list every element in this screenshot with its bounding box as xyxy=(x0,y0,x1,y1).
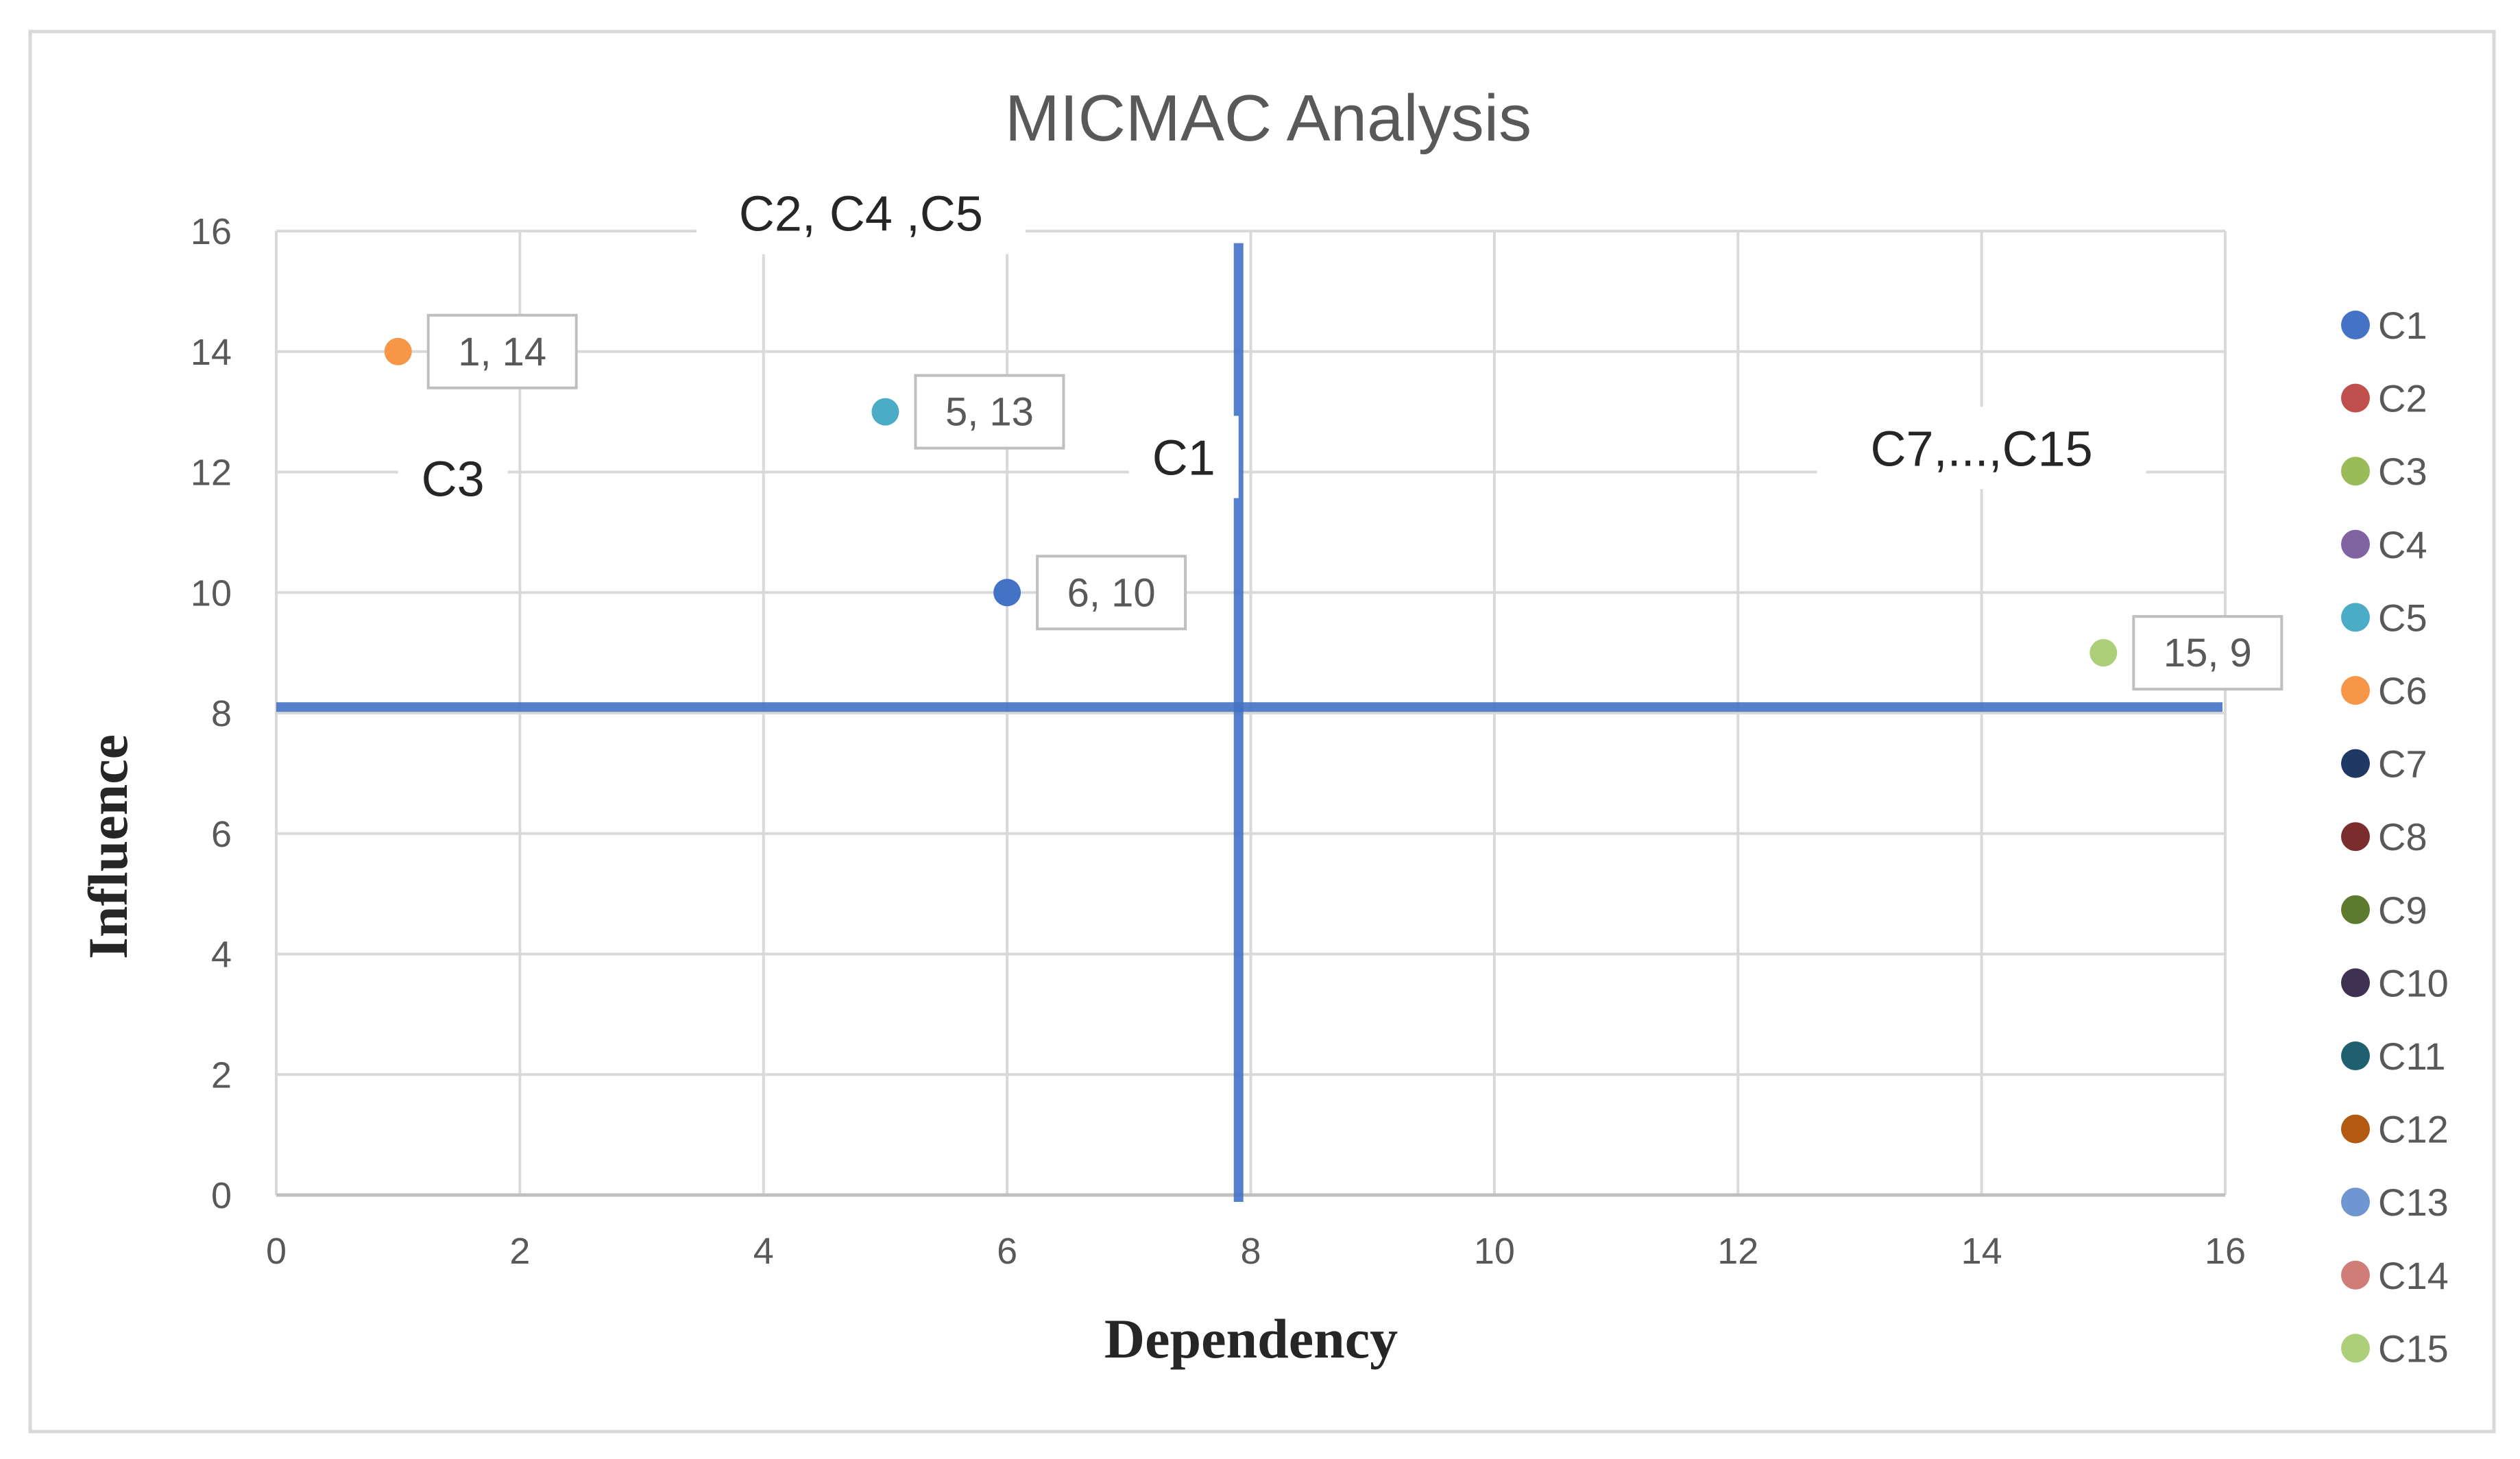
legend-marker-c9 xyxy=(2341,895,2370,924)
x-tick-label: 12 xyxy=(1717,1231,1758,1272)
data-label-box xyxy=(426,313,578,389)
quadrant-annotation: C7,...,C15 xyxy=(1871,422,2093,477)
y-tick-label: 12 xyxy=(191,453,232,494)
legend-label-c5: C5 xyxy=(2378,596,2427,639)
legend-marker-c6 xyxy=(2341,676,2370,705)
legend-label-c12: C12 xyxy=(2378,1108,2449,1151)
legend-marker-c5 xyxy=(2341,603,2370,632)
legend-marker-c14 xyxy=(2341,1260,2370,1290)
legend-marker-c2 xyxy=(2341,383,2370,413)
x-tick-label: 14 xyxy=(1961,1231,2002,1272)
legend-label-c8: C8 xyxy=(2378,815,2427,858)
x-axis-title: Dependency xyxy=(1104,1307,1398,1370)
legend-label-c2: C2 xyxy=(2378,377,2427,420)
annotation-layer: C2, C4 ,C5 C3 C1 C7,...,C15 xyxy=(398,171,2146,520)
tick-layer: 0 2 4 6 8 10 12 14 16 0 2 4 6 8 10 12 14 16 xyxy=(191,211,2246,1272)
x-tick-label: 4 xyxy=(753,1231,774,1272)
point-layer: 6, 10 5, 13 1, 14 15, 9 xyxy=(384,313,2283,691)
y-tick-label: 8 xyxy=(211,693,232,734)
data-label-box xyxy=(2132,615,2283,691)
legend-label-c13: C13 xyxy=(2378,1181,2449,1224)
y-tick-label: 4 xyxy=(211,935,232,976)
legend-marker-c12 xyxy=(2341,1114,2370,1144)
legend-marker-c15 xyxy=(2341,1334,2370,1363)
annotation-box xyxy=(398,437,508,520)
x-tick-label: 6 xyxy=(997,1231,1017,1272)
data-label-c6: 1, 14 xyxy=(458,330,546,374)
x-tick-label: 2 xyxy=(509,1231,530,1272)
x-tick-label: 8 xyxy=(1240,1231,1261,1272)
annotation-box xyxy=(1128,415,1239,498)
legend-marker-c7 xyxy=(2341,749,2370,778)
legend-marker-c11 xyxy=(2341,1041,2370,1070)
data-point-c1 xyxy=(993,579,1021,607)
quadrant-layer xyxy=(276,243,2222,1202)
y-tick-label: 2 xyxy=(211,1054,232,1096)
data-label-box xyxy=(914,374,1065,450)
x-tick-label: 0 xyxy=(266,1231,287,1272)
legend-marker-c1 xyxy=(2341,311,2370,339)
quadrant-annotation: C1 xyxy=(1152,431,1215,486)
legend-label-c7: C7 xyxy=(2378,743,2427,786)
y-tick-label: 10 xyxy=(191,572,232,614)
quadrant-annotation: C3 xyxy=(422,452,485,507)
y-tick-label: 16 xyxy=(191,211,232,252)
legend: C1 C2 C3 C4 C5 C6 C7 C8 C9 C10 C11 C12 C13 C14 C15 xyxy=(2341,304,2449,1370)
legend-marker-c10 xyxy=(2341,968,2370,998)
annotation-box xyxy=(1817,407,2146,490)
y-tick-label: 14 xyxy=(191,332,232,373)
data-point-c5 xyxy=(871,398,899,426)
chart-title: MICMAC Analysis xyxy=(1005,82,1531,155)
legend-label-c14: C14 xyxy=(2378,1254,2449,1297)
legend-label-c9: C9 xyxy=(2378,889,2427,932)
data-label-box xyxy=(1036,555,1187,631)
data-label-c15: 15, 9 xyxy=(2164,631,2252,675)
legend-label-c10: C10 xyxy=(2378,961,2449,1004)
legend-marker-c8 xyxy=(2341,822,2370,852)
y-tick-label: 0 xyxy=(211,1175,232,1216)
legend-label-c11: C11 xyxy=(2378,1035,2446,1078)
data-point-c6 xyxy=(384,337,412,365)
legend-label-c3: C3 xyxy=(2378,450,2427,493)
legend-marker-c13 xyxy=(2341,1187,2370,1217)
y-axis-title: Influence xyxy=(77,734,139,959)
legend-label-c1: C1 xyxy=(2378,304,2427,347)
y-tick-label: 6 xyxy=(211,814,232,855)
grid-layer xyxy=(275,230,2227,1197)
data-label-c1: 6, 10 xyxy=(1067,570,1156,615)
data-label-c5: 5, 13 xyxy=(945,390,1034,435)
legend-marker-c3 xyxy=(2341,457,2370,486)
legend-label-c15: C15 xyxy=(2378,1327,2449,1370)
quadrant-annotation: C2, C4 ,C5 xyxy=(739,187,983,242)
x-tick-label: 10 xyxy=(1474,1231,1515,1272)
chart-frame xyxy=(28,29,2496,1434)
legend-marker-c4 xyxy=(2341,529,2370,559)
legend-label-c6: C6 xyxy=(2378,669,2427,712)
x-tick-label: 16 xyxy=(2205,1231,2246,1272)
annotation-box xyxy=(696,171,1026,254)
legend-label-c4: C4 xyxy=(2378,523,2427,566)
data-point-c15 xyxy=(2089,639,2118,667)
